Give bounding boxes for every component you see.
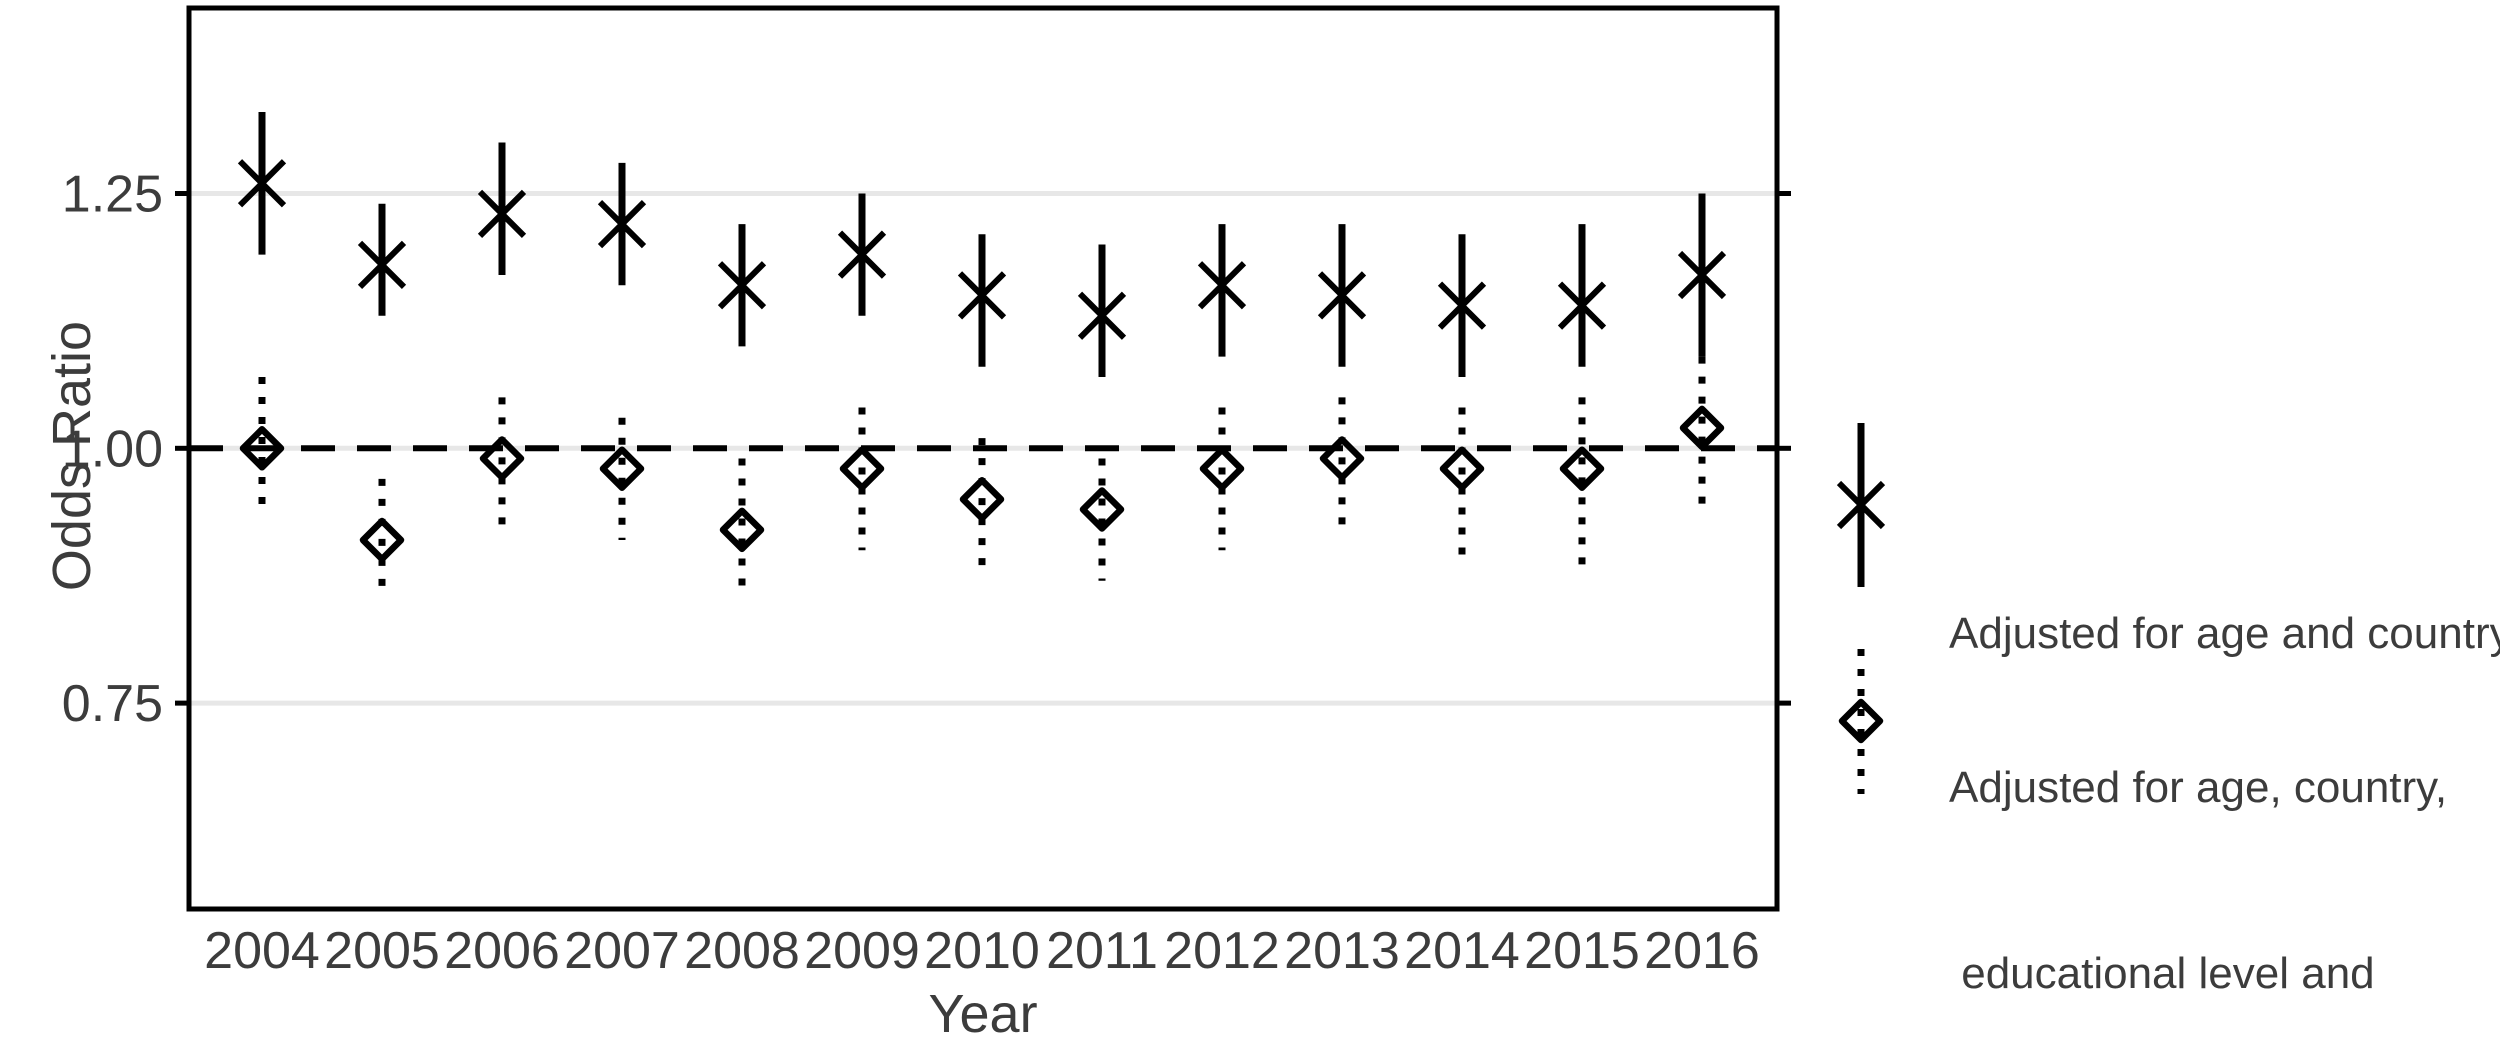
- x-marker-2005: [357, 240, 407, 289]
- x-tick-label-2005: 2005: [324, 922, 440, 980]
- diamond-marker-2013: [1319, 436, 1365, 481]
- x-marker-2014: [1437, 281, 1487, 330]
- x-tick-label-2016: 2016: [1644, 922, 1760, 980]
- x-tick-label-2011: 2011: [1046, 922, 1158, 980]
- legend-label: Adjusted for age and country: [1949, 609, 2500, 658]
- diamond-marker-2006: [479, 436, 525, 481]
- diamond-marker-2011: [1079, 487, 1125, 532]
- x-tick-label-2008: 2008: [684, 922, 800, 980]
- x-marker-2015: [1557, 281, 1607, 330]
- legend-entry-adjusted-age-country: Adjusted for age and country: [1830, 400, 2500, 658]
- x-tick-label-2009: 2009: [804, 922, 920, 980]
- diamond-dotted-line-legend-icon: [1838, 649, 1884, 794]
- x-tick-label-2015: 2015: [1524, 922, 1640, 980]
- y-axis-title: Odds Ratio: [42, 320, 102, 592]
- x-tick-label-2004: 2004: [204, 922, 320, 980]
- diamond-marker-2015: [1559, 446, 1605, 491]
- x-marker-2010: [957, 271, 1007, 320]
- legend-label: Adjusted for age, country, educational l…: [1949, 763, 2448, 998]
- diamond-marker-2012: [1199, 446, 1245, 491]
- y-tick-label-1.00: 1.00: [62, 420, 163, 478]
- diamond-marker-2016: [1679, 405, 1725, 451]
- x-tick-label-2007: 2007: [564, 922, 680, 980]
- diamond-marker-2004: [239, 426, 285, 471]
- y-tick-label-1.25: 1.25: [62, 166, 163, 224]
- y-tick-label-0.75: 0.75: [62, 675, 163, 733]
- x-marker-2011: [1077, 291, 1127, 340]
- legend-diamond-glyph: [1838, 698, 1884, 744]
- diamond-marker-2008: [719, 507, 765, 553]
- diamond-marker-2014: [1439, 446, 1485, 491]
- x-axis-title: Year: [928, 984, 1038, 1044]
- diamond-marker-2010: [959, 477, 1005, 522]
- x-marker-2012: [1197, 261, 1247, 310]
- diamond-marker-2009: [839, 446, 885, 491]
- plot-border: [186, 5, 1780, 912]
- legend-x-glyph: [1836, 480, 1886, 530]
- diamond-marker-2007: [599, 446, 645, 491]
- x-marker-2013: [1317, 271, 1367, 320]
- x-marker-2008: [717, 261, 767, 310]
- x-tick-label-2006: 2006: [444, 922, 560, 980]
- x-tick-label-2014: 2014: [1404, 922, 1520, 980]
- x-marker-2007: [597, 199, 647, 249]
- x-marker-2004: [237, 159, 287, 208]
- x-tick-label-2013: 2013: [1284, 922, 1400, 980]
- x-tick-label-2010: 2010: [924, 922, 1040, 980]
- x-solid-line-legend-icon: [1836, 423, 1886, 587]
- x-tick-label-2012: 2012: [1164, 922, 1280, 980]
- x-marker-2016: [1677, 250, 1727, 300]
- x-marker-2009: [837, 230, 887, 279]
- x-marker-2006: [477, 189, 527, 239]
- diamond-marker-2005: [359, 517, 405, 563]
